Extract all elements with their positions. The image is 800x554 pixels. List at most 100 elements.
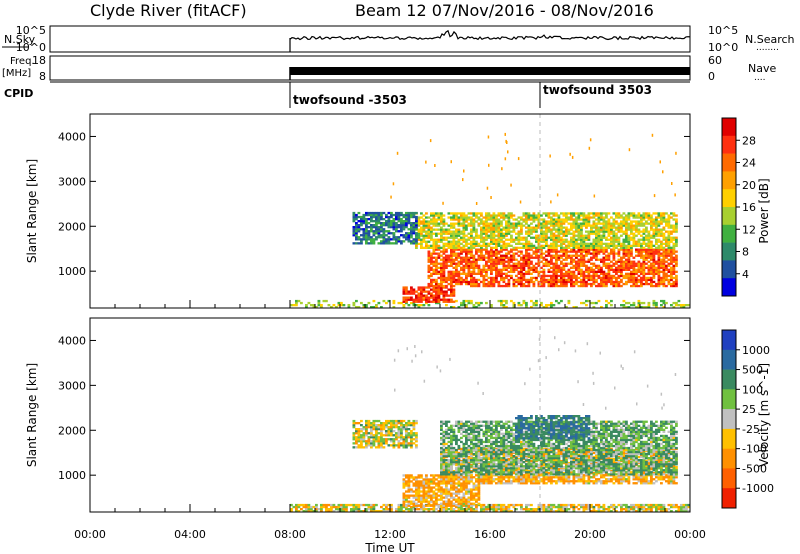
- power-cell: [570, 218, 573, 221]
- power-cell: [640, 268, 643, 271]
- power-cell: [610, 236, 613, 239]
- power-cell: [492, 218, 496, 221]
- power-cell: [435, 224, 438, 227]
- power-cell: [352, 230, 356, 233]
- power-cell: [552, 254, 556, 257]
- power-cell: [517, 230, 521, 233]
- power-cell: [642, 224, 646, 227]
- velocity-cell: [527, 478, 531, 481]
- power-cell: [452, 290, 456, 293]
- power-cell: [672, 260, 676, 263]
- power-cell: [465, 304, 468, 307]
- power-cell: [377, 218, 381, 221]
- velocity-cell: [467, 480, 471, 483]
- power-cell: [362, 220, 366, 223]
- power-cell: [600, 228, 603, 231]
- velocity-cell: [447, 476, 451, 479]
- power-cell: [622, 299, 626, 303]
- power-cell: [455, 246, 458, 249]
- power-cell: [557, 284, 561, 288]
- power-cell: [552, 234, 556, 237]
- power-cell: [430, 278, 433, 282]
- power-cell: [380, 306, 383, 309]
- power-cell: [550, 248, 553, 251]
- power-cell: [490, 254, 493, 257]
- velocity-cell: [480, 503, 483, 507]
- power-cell: [652, 266, 656, 269]
- power-cell: [537, 264, 541, 267]
- power-cell: [670, 266, 673, 269]
- power-cell: [587, 222, 591, 225]
- power-cell: [555, 276, 558, 280]
- power-cell: [542, 220, 546, 223]
- power-cell: [457, 232, 461, 235]
- power-cell: [410, 224, 413, 227]
- power-cell: [582, 272, 586, 275]
- power-cell: [460, 304, 463, 307]
- power-cell: [460, 238, 463, 241]
- power-cell: [532, 228, 536, 231]
- power-cell: [662, 268, 666, 271]
- power-cell: [445, 264, 448, 267]
- power-cell: [457, 274, 461, 278]
- power-cell: [447, 274, 451, 278]
- power-cell: [557, 218, 561, 221]
- power-cell: [497, 214, 501, 217]
- velocity-cell: [430, 480, 433, 483]
- power-cell: [462, 278, 466, 282]
- power-cell: [572, 264, 576, 267]
- power-cell: [415, 290, 418, 293]
- power-cell: [652, 236, 656, 239]
- power-cell: [675, 284, 678, 288]
- velocity-cell: [472, 476, 476, 479]
- power-cell: [582, 212, 586, 215]
- power-cell: [410, 288, 413, 291]
- velocity-cell: [460, 490, 463, 493]
- velocity-cell: [610, 505, 613, 509]
- velocity-cell: [425, 474, 428, 477]
- power-cell: [430, 280, 433, 284]
- velocity-cell: [430, 474, 433, 477]
- velocity-cell: [430, 482, 433, 485]
- power-cell: [557, 244, 561, 247]
- power-cell: [592, 244, 596, 247]
- velocity-cell: [677, 505, 681, 509]
- power-cell: [525, 236, 528, 239]
- power-cell: [572, 276, 576, 280]
- power-cell: [650, 244, 653, 247]
- power-cell: [612, 250, 616, 253]
- power-cell: [377, 236, 381, 239]
- power-cell: [562, 248, 566, 251]
- power-cell: [517, 278, 521, 282]
- power-ytick-label: 3000: [58, 175, 86, 188]
- velocity-cell: [650, 503, 653, 507]
- power-cell: [660, 242, 663, 245]
- power-cell: [535, 214, 538, 217]
- power-cell: [480, 236, 483, 239]
- velocity-cell: [675, 505, 678, 509]
- power-cell: [492, 234, 496, 237]
- power-cell: [502, 246, 506, 249]
- power-cell: [582, 220, 586, 223]
- power-cell: [605, 262, 608, 265]
- velocity-cell: [372, 505, 376, 509]
- power-cell: [530, 278, 533, 282]
- power-cell: [440, 238, 443, 241]
- power-cell: [575, 246, 578, 249]
- velocity-cell: [437, 510, 441, 513]
- velocity-cell: [520, 503, 523, 507]
- velocity-cell: [505, 482, 508, 485]
- power-cell: [520, 276, 523, 280]
- velocity-cell: [307, 505, 311, 509]
- velocity-cell: [385, 503, 388, 507]
- power-cell: [567, 268, 571, 271]
- velocity-cell: [540, 505, 543, 509]
- velocity-cell: [420, 504, 423, 507]
- velocity-cell: [512, 480, 516, 483]
- power-cell: [570, 236, 573, 239]
- power-cell: [572, 250, 576, 253]
- velocity-cell: [510, 480, 513, 483]
- power-cell: [547, 246, 551, 249]
- power-cell: [442, 224, 446, 227]
- power-cell: [467, 232, 471, 235]
